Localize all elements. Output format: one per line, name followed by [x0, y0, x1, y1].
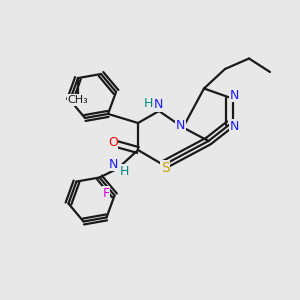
- Text: F: F: [103, 187, 110, 200]
- Text: N: N: [154, 98, 163, 112]
- Text: CH₃: CH₃: [68, 95, 88, 105]
- Text: H: H: [119, 165, 129, 178]
- Text: O: O: [108, 136, 118, 149]
- Text: H: H: [144, 97, 153, 110]
- Text: N: N: [176, 118, 185, 132]
- Text: N: N: [230, 119, 239, 133]
- Text: N: N: [230, 88, 239, 102]
- Text: S: S: [160, 161, 169, 175]
- Text: N: N: [108, 158, 118, 171]
